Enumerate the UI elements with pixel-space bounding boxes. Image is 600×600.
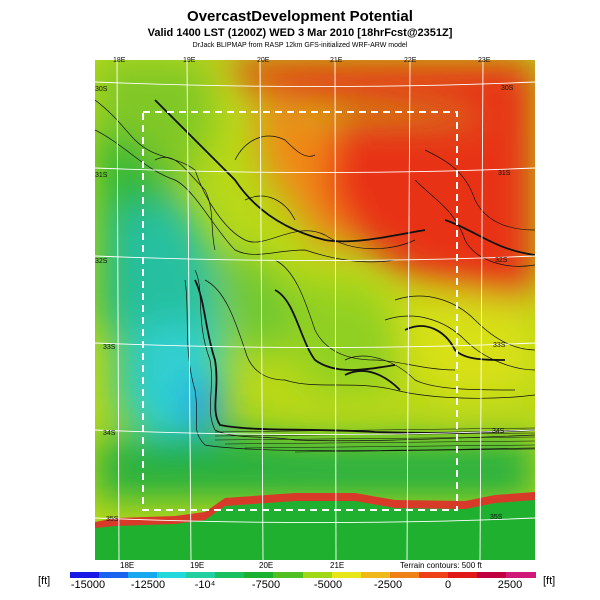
color-scale-segment [99,572,129,578]
lat-label: 30S [501,85,514,92]
graticule [95,60,535,560]
unit-label-left: [ft] [38,575,51,587]
page-title: OvercastDevelopment Potential [187,8,413,25]
forecast-map [95,60,535,560]
color-scale-segment [389,572,420,578]
terrain-contour-note: Terrain contours: 500 ft [400,561,482,570]
color-scale-segment [476,572,507,578]
lat-label: 34S [492,428,505,435]
lon-label: 21E [330,561,345,570]
lat-label: 30S [95,86,108,93]
scale-tick-label: -10⁴ [194,579,216,591]
color-scale-bar [70,572,536,578]
color-scale-segment [447,572,478,578]
scale-tick-label: -5000 [313,579,343,591]
scale-tick-label: 0 [444,579,452,591]
model-source-subtitle: DrJack BLIPMAP from RASP 12km GFS-initia… [192,42,408,49]
scale-tick-label: 2500 [497,579,523,591]
color-scale-segment [186,572,216,578]
lon-label: 20E [259,561,274,570]
lat-label: 32S [95,258,108,265]
color-scale-segment [70,572,100,578]
lon-label: 23E [478,57,491,64]
color-scale-segment [215,572,245,578]
lon-label: 18E [113,57,126,64]
scale-tick-label: -12500 [130,579,166,591]
lon-label: 18E [120,561,135,570]
scale-tick-label: -2500 [373,579,403,591]
color-scale-segment [273,572,303,578]
lat-label: 34S [103,430,116,437]
terrain-contours [95,99,535,452]
lon-label: 19E [190,561,205,570]
valid-time-subtitle: Valid 1400 LST (1200Z) WED 3 Mar 2010 [1… [147,27,453,39]
color-scale-segment [302,572,333,578]
lowland-band [95,500,535,560]
scale-tick-label: -7500 [251,579,281,591]
lat-label: 33S [493,342,506,349]
lat-label: 35S [106,516,119,523]
unit-label-right: [ft] [543,575,556,587]
color-scale-segment [331,572,362,578]
lon-label: 20E [257,57,270,64]
color-scale-segment [128,572,158,578]
lat-label: 31S [498,170,511,177]
inner-domain-box [142,111,458,511]
color-scale-segment [418,572,449,578]
lon-label: 21E [330,57,343,64]
color-scale-segment [505,572,536,578]
lon-label: 22E [404,57,417,64]
lon-label: 19E [183,57,196,64]
color-scale-segment [157,572,187,578]
color-scale-segment [244,572,274,578]
lat-label: 31S [95,172,108,179]
lat-label: 32S [495,257,508,264]
lat-label: 35S [490,514,503,521]
lat-label: 33S [103,344,116,351]
color-scale-segment [360,572,391,578]
scale-tick-label: -15000 [70,579,106,591]
